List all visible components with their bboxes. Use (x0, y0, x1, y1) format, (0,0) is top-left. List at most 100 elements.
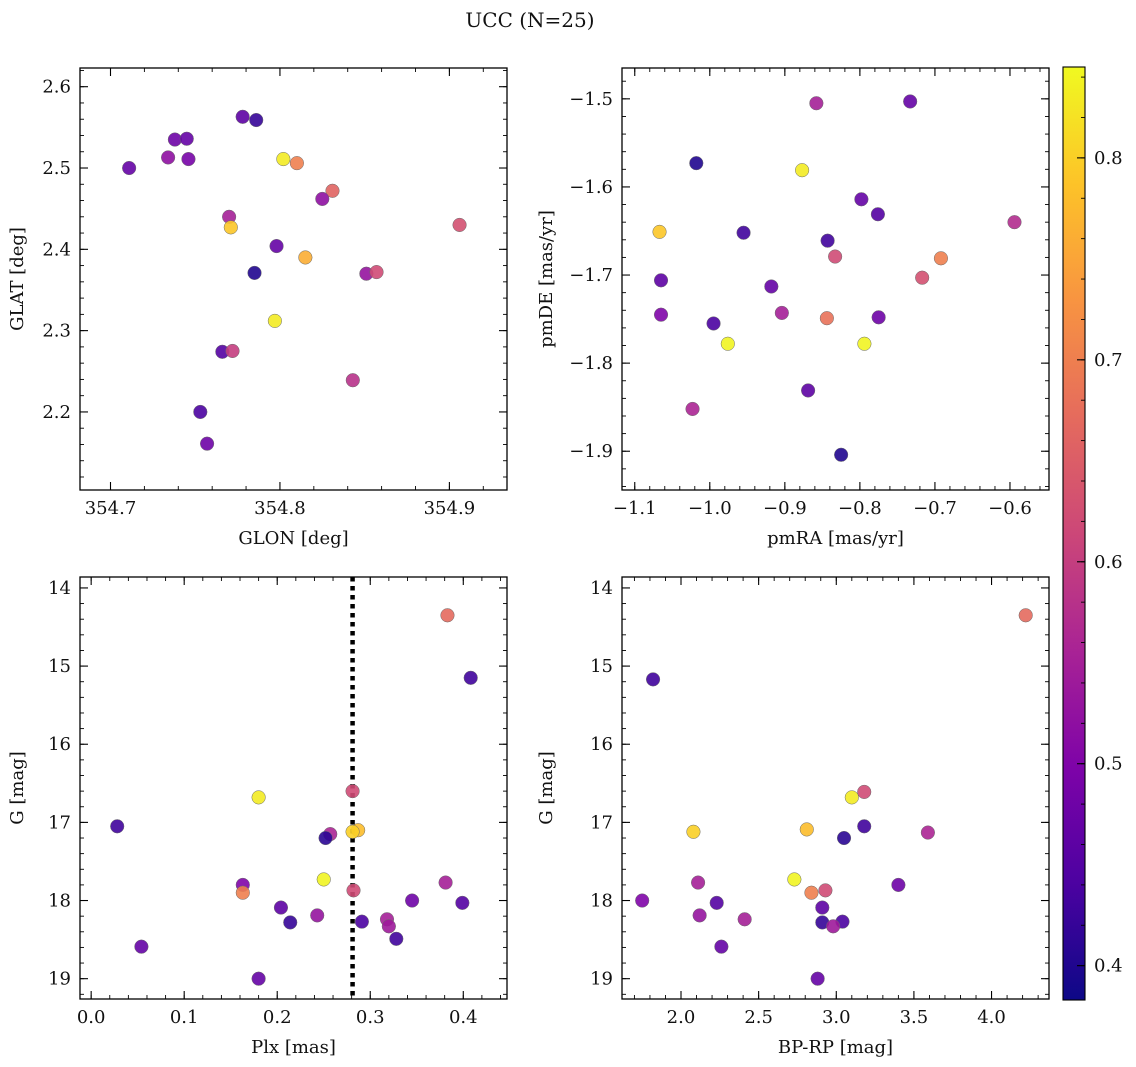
y-tick-label: 16 (48, 734, 71, 755)
scatter-point (193, 404, 208, 419)
scatter-point (273, 900, 288, 915)
scatter-point (828, 249, 843, 264)
panel-1: 354.7 354.8 354.9 2.2 2.3 2.4 2.5 2.6 GLON [deg]… (7, 67, 508, 549)
scatter-point (764, 279, 779, 294)
y-axis-label: G [mag] (536, 751, 557, 824)
scatter-point (381, 919, 396, 934)
scatter-point (706, 316, 721, 331)
scatter-point (369, 265, 384, 280)
y-tick-label: 16 (590, 734, 613, 755)
x-tick-label: −1.0 (688, 498, 732, 519)
colorbar-gradient (1063, 67, 1085, 1000)
scatter-point (836, 830, 852, 846)
x-tick-label: 3.0 (822, 1007, 851, 1028)
plot-frame (621, 67, 1050, 491)
scatter-point (251, 790, 266, 805)
colorbar-tick-label: 0.8 (1094, 148, 1123, 169)
panel-3: 0.0 0.1 0.2 0.3 0.4 14 15 16 17 18 19 Plx [mas] G [m… (7, 576, 508, 1058)
scatter-point (345, 824, 360, 839)
scatter-point (834, 447, 849, 462)
scatter-point (653, 273, 669, 288)
scatter-point (686, 824, 701, 839)
y-tick-label: −1.5 (569, 89, 613, 110)
y-tick-label: 19 (48, 969, 71, 990)
scatter-point (345, 373, 360, 388)
x-tick-label: 4.0 (977, 1007, 1006, 1028)
x-axis-label: Plx [mas] (251, 1037, 336, 1058)
x-axis-label: pmRA [mas/yr] (767, 528, 904, 549)
scatter-points (635, 608, 1033, 986)
colorbar-tick-label: 0.7 (1094, 350, 1123, 371)
scatter-point (200, 436, 215, 451)
scatter-point (438, 875, 453, 890)
scatter-point (267, 313, 282, 328)
scatter-point (804, 885, 819, 900)
x-tick-label: −0.6 (988, 498, 1032, 519)
scatter-point (844, 790, 859, 805)
scatter-point (933, 251, 948, 266)
scatter-point (818, 883, 833, 898)
scatter-point (891, 877, 906, 892)
x-tick-label: 3.5 (900, 1007, 929, 1028)
x-tick-label: −1.1 (613, 498, 657, 519)
scatter-point (345, 784, 360, 799)
y-tick-label: 19 (590, 969, 613, 990)
scatter-point (653, 307, 669, 322)
scatter-point (181, 152, 196, 167)
scatter-point (179, 131, 194, 146)
x-axis-label: BP-RP [mag] (778, 1037, 893, 1058)
scatter-point (455, 895, 470, 910)
scatter-point (903, 94, 918, 109)
scatter-point (298, 250, 313, 265)
y-tick-label: 15 (48, 656, 71, 677)
y-tick-label: 14 (590, 578, 613, 599)
scatter-point (289, 156, 304, 171)
x-tick-label: 354.8 (254, 498, 306, 519)
scatter-point (134, 939, 149, 954)
y-tick-label: −1.6 (569, 177, 613, 198)
scatter-points (122, 109, 467, 451)
x-tick-label: 0.2 (263, 1007, 292, 1028)
scatter-point (346, 883, 361, 898)
scatter-point (276, 152, 291, 167)
scatter-point (692, 908, 707, 923)
scatter-point (799, 822, 814, 837)
y-axis-label: pmDE [mas/yr] (536, 210, 557, 348)
colorbar-tick-label: 0.4 (1094, 956, 1123, 977)
scatter-point (646, 672, 661, 687)
scatter-point (820, 233, 835, 248)
scatter-point (452, 217, 467, 232)
colorbar-frame (1062, 66, 1086, 1001)
y-tick-label: 18 (48, 891, 71, 912)
scatter-point (251, 971, 266, 986)
plot-frame (79, 576, 508, 1000)
scatter-point (247, 265, 262, 280)
y-tick-label: 2.3 (42, 321, 71, 342)
scatter-point (1018, 608, 1033, 623)
scatter-point (1007, 215, 1022, 230)
scatter-point (110, 819, 125, 834)
scatter-point (774, 305, 789, 320)
plot-frame (621, 576, 1050, 1000)
scatter-point (857, 819, 872, 834)
x-tick-label: 0.3 (356, 1007, 385, 1028)
scatter-point (854, 192, 869, 207)
scatter-point (857, 336, 872, 351)
scatter-point (122, 160, 137, 176)
x-tick-label: −0.8 (838, 498, 882, 519)
scatter-point (354, 914, 369, 929)
scatter-point (249, 112, 264, 128)
y-axis-label: G [mag] (7, 751, 28, 824)
scatter-points (652, 94, 1022, 462)
x-tick-label: 2.0 (667, 1007, 696, 1028)
colorbar: 0.4 0.5 0.6 0.7 0.8 (1062, 66, 1123, 1001)
scatter-point (235, 885, 250, 900)
y-tick-label: −1.9 (569, 441, 613, 462)
plot-frame (79, 67, 508, 491)
scatter-point (737, 912, 752, 927)
x-tick-label: 0.4 (449, 1007, 478, 1028)
scatter-point (819, 311, 834, 326)
x-tick-label: −0.7 (913, 498, 957, 519)
scatter-point (689, 156, 704, 171)
scatter-point (810, 971, 825, 986)
